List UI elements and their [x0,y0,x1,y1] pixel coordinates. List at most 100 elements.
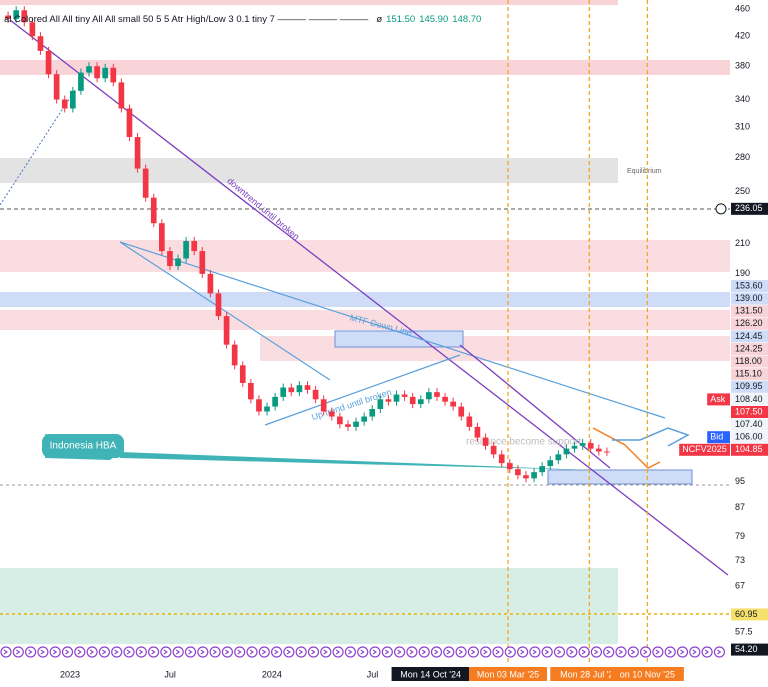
header-text: al Colored All All tiny All All small 50… [4,14,369,25]
price-tag-text: 106.00 [735,432,763,442]
price-tag [731,368,768,381]
projection [592,427,661,469]
price-tag [731,330,768,343]
event-icon [590,646,603,658]
candle [498,454,505,464]
price-tag-name: Bid [710,432,723,442]
event-icon-arrow [360,649,365,655]
event-icon [578,646,590,658]
candle [563,448,570,455]
event-icon-arrow [52,649,58,655]
price-tick: 250 [735,186,750,196]
event-icon [332,646,344,658]
event-icon [541,646,553,658]
price-tick: 79 [735,531,745,541]
time-tick: 2023 [60,669,80,679]
event-icon [283,646,295,658]
event-icon-arrow [126,649,131,655]
candle [337,416,343,425]
price-tag [731,305,768,318]
candle [482,437,489,446]
event-icon [357,646,369,658]
price-tag [731,317,768,330]
event-icon [123,646,135,658]
zone [547,469,693,485]
event-icon [627,646,639,658]
event-icon-arrow [323,649,328,655]
candle [110,67,117,83]
candle [69,90,76,109]
event-icon-arrow [606,649,611,655]
price-tag [731,343,768,355]
event-icon [676,646,689,658]
trend-line [0,89,76,206]
price-tag-text: 107.50 [735,406,763,416]
candle [539,466,546,473]
candle [369,409,376,417]
event-icon [467,646,479,658]
candle [167,251,173,267]
candle [272,396,278,407]
header-value: 151.50 [386,14,415,25]
candle [264,406,270,412]
price-tick: 420 [735,31,750,41]
event-icon-arrow [667,649,673,655]
candle [409,396,416,405]
event-icon-arrow [434,649,439,655]
zone [0,240,730,272]
event-icon [480,646,492,658]
event-icon-arrow [372,649,377,655]
trend-line [264,354,461,426]
event-icon [344,646,356,658]
candle [312,389,319,400]
zone [0,158,618,183]
price-tag [731,608,768,621]
time-tag-text: Mon 28 Jul '25 [560,669,618,679]
candle [506,463,513,470]
candle [377,399,384,410]
price-tag-name-bg [707,393,730,406]
event-icon [639,646,652,658]
price-tag [731,380,768,393]
event-icon-arrow [89,649,95,655]
candle [175,258,181,267]
candle [426,392,432,400]
event-icon [529,646,541,658]
price-tick: 280 [735,152,750,162]
event-icon-arrow [212,649,218,655]
price-tag-name-bg [707,431,730,444]
candle [5,15,11,19]
price-tag-text: 118.00 [735,356,762,366]
candle [450,401,456,407]
candle [199,251,206,274]
event-icon [516,646,529,658]
candle [595,448,602,452]
event-icon-arrow [717,649,722,655]
event-icon-arrow [569,649,574,655]
event-icon-arrow [114,649,119,655]
zone [0,292,730,307]
callout-box [42,434,124,458]
event-icon [406,646,418,658]
event-icon [148,646,160,658]
event-icon-arrow [77,649,82,655]
candle [29,22,36,37]
candle [45,50,52,75]
candle [474,426,481,438]
event-icon [12,646,24,658]
event-icon-arrow [557,649,562,655]
event-icon-arrow [274,649,279,655]
trend-line [459,344,611,469]
price-tick: 460 [735,3,750,13]
event-icon-arrow [446,649,451,655]
event-icon [209,646,221,658]
header-value: 145.90 [419,14,448,25]
candle [150,197,157,224]
callout-text: Indonesia HBA [50,441,117,452]
event-icon-arrow [409,649,414,655]
event-icon [553,646,566,658]
price-tag [731,393,768,406]
candle [191,241,198,252]
event-icon [135,646,147,658]
